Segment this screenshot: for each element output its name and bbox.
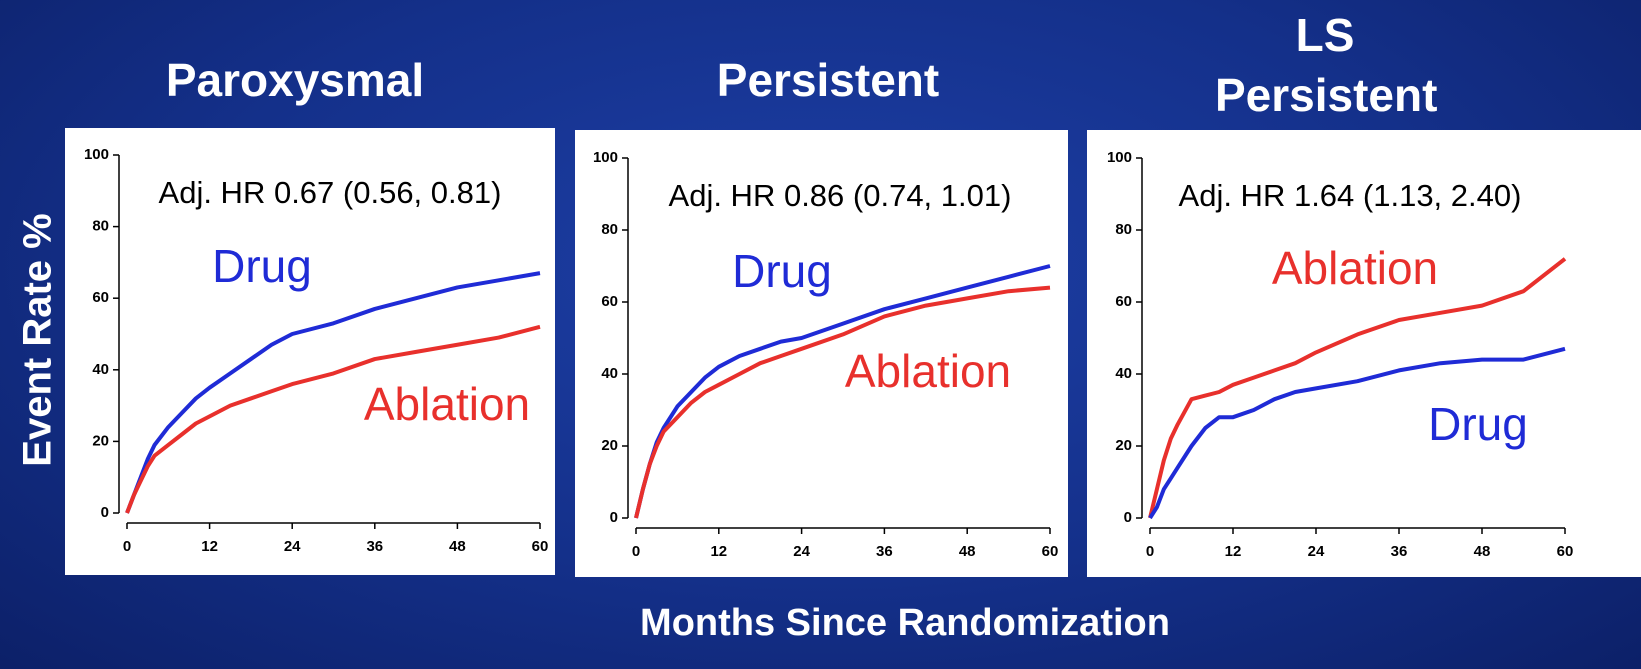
- x-tick-label: 24: [284, 538, 301, 555]
- y-tick-label: 0: [101, 504, 109, 521]
- series-line: [1148, 346, 1566, 520]
- y-tick-label: 60: [1115, 293, 1132, 310]
- x-tick-label: 60: [1557, 543, 1574, 560]
- x-tick-label: 36: [1391, 543, 1408, 560]
- series-label: Ablation: [845, 345, 1011, 397]
- x-tick-label: 12: [1225, 543, 1242, 560]
- y-tick-label: 60: [601, 293, 618, 310]
- y-tick-label: 80: [601, 221, 618, 238]
- annotation: Adj. HR 0.86 (0.74, 1.01): [669, 178, 1012, 213]
- series-label: Ablation: [364, 378, 530, 430]
- y-tick-label: 0: [610, 509, 618, 526]
- series-line: [1148, 257, 1567, 519]
- x-tick-label: 0: [632, 543, 640, 560]
- series-label: Ablation: [1272, 242, 1438, 294]
- x-tick-label: 48: [959, 543, 976, 560]
- x-tick-label: 24: [1308, 543, 1325, 560]
- y-tick-label: 20: [601, 437, 618, 454]
- y-tick-label: 100: [593, 149, 618, 166]
- series-line: [125, 271, 541, 514]
- y-tick-label: 100: [1107, 149, 1132, 166]
- annotation: Adj. HR 1.64 (1.13, 2.40): [1179, 178, 1522, 213]
- x-tick-label: 0: [123, 538, 131, 555]
- panel-title: Paroxysmal: [165, 54, 425, 106]
- x-tick-label: 60: [1042, 543, 1059, 560]
- x-tick-label: 24: [793, 543, 810, 560]
- y-tick-label: 80: [92, 218, 109, 235]
- series-line: [634, 285, 1051, 519]
- x-tick-label: 48: [449, 538, 466, 555]
- y-tick-label: 100: [84, 146, 109, 163]
- y-tick-label: 40: [92, 361, 109, 378]
- y-tick-label: 60: [92, 289, 109, 306]
- panel-title: Persistent: [716, 54, 940, 106]
- y-tick-label: 20: [1115, 437, 1132, 454]
- x-tick-label: 60: [532, 538, 549, 555]
- y-tick-label: 40: [601, 365, 618, 382]
- x-tick-label: 12: [710, 543, 727, 560]
- series-label: Drug: [732, 245, 832, 297]
- x-tick-label: 48: [1474, 543, 1491, 560]
- x-tick-label: 36: [366, 538, 383, 555]
- panel-background: [65, 128, 555, 575]
- y-tick-label: 20: [92, 432, 109, 449]
- annotation: Adj. HR 0.67 (0.56, 0.81): [159, 175, 502, 210]
- x-tick-label: 12: [201, 538, 218, 555]
- y-tick-label: 40: [1115, 365, 1132, 382]
- series-line: [125, 324, 541, 514]
- series-label: Drug: [1428, 398, 1528, 450]
- panel-title: LS Persistent: [1215, 9, 1438, 121]
- x-axis-label: Months Since Randomization: [640, 602, 1170, 644]
- series-label: Drug: [212, 240, 312, 292]
- y-tick-label: 0: [1124, 509, 1132, 526]
- y-axis-label: Event Rate %: [16, 213, 60, 466]
- panel-background: [575, 130, 1068, 577]
- x-tick-label: 36: [876, 543, 893, 560]
- y-tick-label: 80: [1115, 221, 1132, 238]
- x-tick-label: 0: [1146, 543, 1154, 560]
